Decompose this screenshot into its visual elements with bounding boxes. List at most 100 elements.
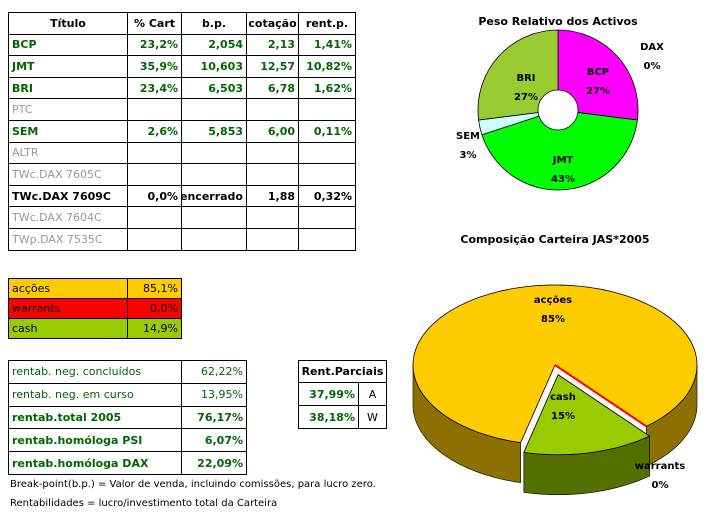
cell: b.p. <box>181 12 247 35</box>
pie-slice <box>557 29 639 121</box>
slice-value-label: 0% <box>644 61 661 72</box>
cell: 1,41% <box>298 33 356 57</box>
chart-title: Peso Relativo dos Activos <box>478 15 638 28</box>
slice-value-label: 27% <box>514 92 538 103</box>
cell: 5,853 <box>181 120 247 143</box>
slice-value-label: 15% <box>551 411 575 422</box>
cell: 35,9% <box>127 55 182 78</box>
cell: 6,07% <box>181 428 247 453</box>
cell <box>181 141 247 165</box>
cell: TWc.DAX 7609C <box>8 184 128 208</box>
cell <box>181 228 247 251</box>
slice-value-label: 85% <box>541 314 565 325</box>
cell: acções <box>8 278 128 299</box>
cell: 0,32% <box>298 184 356 208</box>
cell: encerrado <box>181 184 247 208</box>
cell: BRI <box>8 76 128 100</box>
cell: rentab.homóloga PSI <box>8 428 182 453</box>
cell: A <box>358 382 387 406</box>
cell: 13,95% <box>181 382 247 407</box>
slice-label: DAX <box>640 42 664 53</box>
slice-value-label: 27% <box>586 86 610 97</box>
slice-value-label: 0% <box>652 480 669 491</box>
cell <box>298 98 356 121</box>
cell: TWc.DAX 7604C <box>8 206 128 229</box>
cell: BCP <box>8 33 128 57</box>
slice-label: warrants <box>635 461 685 472</box>
cell <box>181 206 247 229</box>
cell: cotação <box>246 12 299 35</box>
cell: rent.p. <box>298 12 356 35</box>
cell: 10,82% <box>298 55 356 78</box>
cell: 2,6% <box>127 120 182 143</box>
cell: 38,18% <box>298 405 359 429</box>
cell: TWp.DAX 7535C <box>8 228 128 251</box>
cell: rentab. neg. concluídos <box>8 360 182 384</box>
cell: rentab.homóloga DAX <box>8 451 182 475</box>
cell <box>246 228 299 251</box>
slice-label: BCP <box>587 67 609 78</box>
cell: 62,22% <box>181 360 247 384</box>
slice-label: JMT <box>552 155 574 166</box>
chart-title: Composição Carteira JAS*2005 <box>460 233 649 246</box>
cell: 76,17% <box>181 405 247 430</box>
cell: 23,4% <box>127 76 182 100</box>
slice-label: SEM <box>456 131 480 142</box>
cell: 1,88 <box>246 184 299 208</box>
cell <box>127 206 182 229</box>
cell: 22,09% <box>181 451 247 475</box>
cell: ALTR <box>8 141 128 165</box>
slice-value-label: 3% <box>460 150 477 161</box>
cell: 6,78 <box>246 76 299 100</box>
cell <box>127 141 182 165</box>
cell: 12,57 <box>246 55 299 78</box>
cell <box>181 98 247 121</box>
cell: 2,054 <box>181 33 247 57</box>
cell <box>181 163 247 186</box>
cell: warrants <box>8 298 128 319</box>
cell: 2,13 <box>246 33 299 57</box>
cell: 6,503 <box>181 76 247 100</box>
cell: 6,00 <box>246 120 299 143</box>
note: Break-point(b.p.) = Valor de venda, incl… <box>10 479 376 490</box>
slice-label: acções <box>534 295 572 306</box>
cell: 1,62% <box>298 76 356 100</box>
cell: cash <box>8 318 128 339</box>
cell <box>246 206 299 229</box>
cell <box>298 163 356 186</box>
pie-slice <box>554 364 647 428</box>
cell: 0,0% <box>127 184 182 208</box>
note: Rentabilidades = lucro/investimento tota… <box>10 498 278 509</box>
cell <box>298 141 356 165</box>
cell: 0,0% <box>127 298 182 319</box>
cell: W <box>358 405 387 429</box>
pie-slice <box>412 284 698 444</box>
cell <box>127 98 182 121</box>
cell: Título <box>8 12 128 35</box>
cell <box>298 206 356 229</box>
slice-value-label: 43% <box>551 174 575 185</box>
pie-slice <box>481 112 638 191</box>
cell <box>298 228 356 251</box>
cell: Rent.Parciais <box>298 360 387 383</box>
cell <box>246 141 299 165</box>
cell: rentab. neg. em curso <box>8 382 182 407</box>
cell: 37,99% <box>298 382 359 406</box>
cell: 85,1% <box>127 278 182 299</box>
cell: PTC <box>8 98 128 121</box>
pie-slice <box>477 29 559 121</box>
slice-label: BRI <box>516 73 535 84</box>
cell: 23,2% <box>127 33 182 57</box>
slice-label: cash <box>550 392 576 403</box>
cell <box>127 163 182 186</box>
cell: 0,11% <box>298 120 356 143</box>
cell <box>246 163 299 186</box>
cell: 14,9% <box>127 318 182 339</box>
cell: 10,603 <box>181 55 247 78</box>
cell: TWc.DAX 7605C <box>8 163 128 186</box>
cell: SEM <box>8 120 128 143</box>
cell: rentab.total 2005 <box>8 405 182 430</box>
pie-slice <box>523 374 651 456</box>
